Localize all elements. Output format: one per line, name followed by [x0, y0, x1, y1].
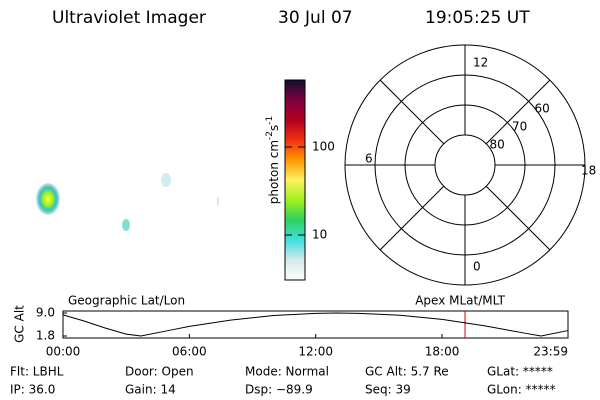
lat-label: 60 [535, 102, 550, 116]
y-axis-label: GC Alt [13, 305, 27, 343]
x-tick-label: 06:00 [172, 345, 207, 359]
time: 19:05:25 UT [425, 8, 530, 28]
x-tick-label: 12:00 [298, 345, 333, 359]
status-field: Seq: 39 [365, 383, 411, 397]
title: Ultraviolet Imager [52, 8, 206, 28]
y-tick-label: 1.8 [36, 329, 55, 343]
series-line [62, 312, 569, 337]
mlt-label: 12 [473, 56, 488, 70]
colorbar-tick-label: 100 [312, 139, 335, 153]
diag-line [379, 79, 445, 145]
colorbar-label: photon cm-2s-1 [265, 116, 281, 205]
status-field: Door: Open [125, 365, 194, 379]
annotation: Apex MLat/MLT [415, 294, 505, 308]
status-field: Mode: Normal [245, 365, 329, 379]
lat-ring [434, 134, 496, 196]
diag-line [485, 185, 551, 251]
auroral-image [36, 173, 219, 231]
status-field: Dsp: −89.9 [245, 383, 313, 397]
x-tick-label: 23:59 [533, 345, 568, 359]
status-field: Gain: 14 [125, 383, 176, 397]
lat-label: 80 [490, 138, 505, 152]
plot-frame [62, 310, 569, 339]
lat-label: 70 [512, 120, 527, 134]
colorbar [284, 79, 306, 281]
annotation: Geographic Lat/Lon [68, 294, 185, 308]
mlt-label: 0 [473, 260, 481, 274]
diag-line [379, 185, 445, 251]
colorbar-tick-label: 10 [312, 227, 327, 241]
mlt-label: 6 [365, 152, 373, 166]
status-field: GC Alt: 5.7 Re [365, 365, 449, 379]
diag-line [485, 79, 551, 145]
mlt-label: 18 [581, 164, 596, 178]
status-field: GLon: ***** [487, 383, 556, 397]
status-field: IP: 36.0 [10, 383, 55, 397]
status-field: Flt: LBHL [10, 365, 64, 379]
x-tick-label: 00:00 [46, 345, 81, 359]
date: 30 Jul 07 [278, 8, 353, 28]
x-tick-label: 18:00 [425, 345, 460, 359]
status-field: GLat: ***** [487, 365, 553, 379]
y-tick-label: 9.0 [36, 306, 55, 320]
